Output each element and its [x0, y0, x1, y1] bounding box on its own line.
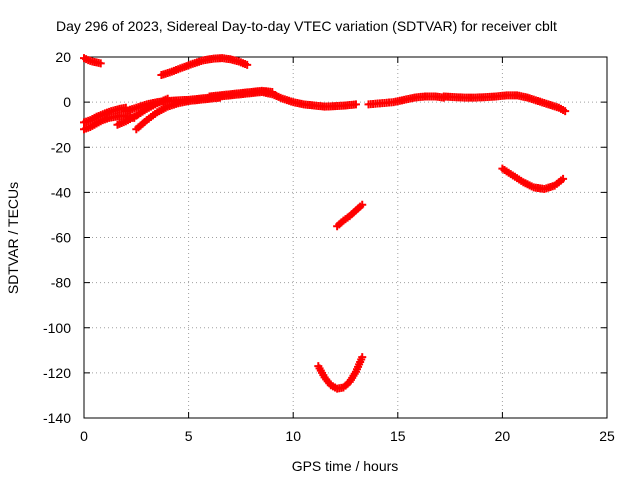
data-point [559, 174, 568, 183]
data-series [364, 92, 448, 109]
data-point [243, 60, 252, 69]
data-point [561, 107, 570, 116]
x-axis-label: GPS time / hours [292, 458, 399, 474]
data-point [268, 87, 277, 96]
data-points [80, 54, 570, 393]
y-tick-label: 20 [55, 49, 71, 65]
data-series [439, 91, 570, 116]
data-series [80, 54, 105, 68]
data-point [358, 200, 367, 209]
grid-lines [84, 57, 607, 418]
data-series [333, 200, 367, 231]
data-series [205, 86, 277, 101]
x-tick-labels: 0 5 10 15 20 25 [80, 428, 615, 444]
x-tick-label: 5 [185, 428, 193, 444]
data-point [358, 353, 367, 362]
y-tick-labels: 20 0 -20 -40 -60 -80 -100 -120 -140 [43, 49, 71, 426]
x-tick-label: 25 [599, 428, 615, 444]
x-tick-label: 15 [390, 428, 406, 444]
x-tick-label: 20 [495, 428, 511, 444]
data-series [498, 164, 568, 193]
y-tick-label: -100 [43, 320, 71, 336]
y-tick-label: -120 [43, 365, 71, 381]
y-tick-label: -140 [43, 410, 71, 426]
y-tick-label: -60 [51, 230, 71, 246]
x-tick-label: 0 [80, 428, 88, 444]
data-series [157, 54, 252, 80]
y-axis-label: SDTVAR / TECUs [5, 182, 21, 294]
y-tick-label: -40 [51, 184, 71, 200]
data-series [314, 353, 367, 393]
y-tick-label: -80 [51, 275, 71, 291]
chart-title: Day 296 of 2023, Sidereal Day-to-day VTE… [56, 18, 557, 34]
data-point [96, 59, 105, 68]
x-tick-label: 10 [285, 428, 301, 444]
y-tick-label: 0 [63, 94, 71, 110]
data-point [351, 100, 360, 109]
y-tick-label: -20 [51, 139, 71, 155]
